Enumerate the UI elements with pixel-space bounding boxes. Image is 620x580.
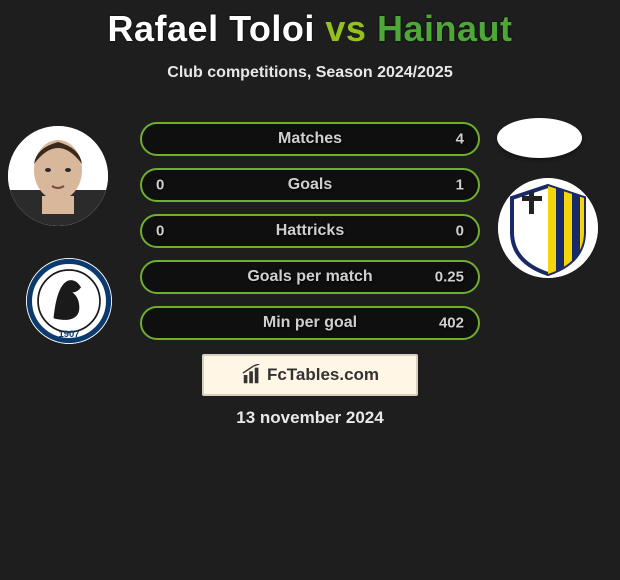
stat-right-value: 1: [456, 177, 464, 194]
player1-club-badge: 1907: [26, 258, 112, 344]
subtitle: Club competitions, Season 2024/2025: [0, 64, 620, 82]
date-line: 13 november 2024: [0, 408, 620, 428]
stat-label: Min per goal: [263, 314, 357, 332]
svg-text:1907: 1907: [58, 329, 79, 340]
comparison-title: Rafael Toloi vs Hainaut: [0, 0, 620, 50]
player1-photo: [8, 126, 108, 226]
chart-icon: [241, 364, 263, 386]
player2-club-badge: [498, 178, 598, 278]
stat-row-goals-per-match: Goals per match 0.25: [140, 260, 480, 294]
stat-label: Hattricks: [276, 222, 344, 240]
stat-left-value: 0: [156, 177, 164, 194]
stat-left-value: 0: [156, 223, 164, 240]
stat-row-min-per-goal: Min per goal 402: [140, 306, 480, 340]
player2-name: Hainaut: [377, 8, 513, 49]
stat-row-hattricks: 0 Hattricks 0: [140, 214, 480, 248]
stat-right-value: 4: [456, 131, 464, 148]
stat-row-matches: Matches 4: [140, 122, 480, 156]
stat-row-goals: 0 Goals 1: [140, 168, 480, 202]
brand-box[interactable]: FcTables.com: [202, 354, 418, 396]
player1-name: Rafael Toloi: [108, 8, 315, 49]
stat-label: Matches: [278, 130, 342, 148]
brand-text: FcTables.com: [267, 365, 379, 385]
stat-right-value: 0.25: [435, 269, 464, 286]
player2-photo: [497, 118, 582, 158]
stat-right-value: 0: [456, 223, 464, 240]
stat-label: Goals per match: [247, 268, 372, 286]
stat-right-value: 402: [439, 315, 464, 332]
vs-word: vs: [325, 8, 366, 49]
stats-table: Matches 4 0 Goals 1 0 Hattricks 0 Goals …: [140, 122, 480, 352]
stat-label: Goals: [288, 176, 332, 194]
